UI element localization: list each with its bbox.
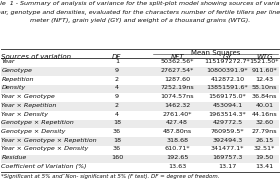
Text: Sources of variation: Sources of variation — [1, 54, 71, 60]
Text: 36.84ns: 36.84ns — [251, 94, 277, 99]
Bar — [1, 102, 279, 111]
Text: 318.68: 318.68 — [166, 138, 188, 143]
Text: 2: 2 — [115, 103, 119, 108]
Text: 392494.3: 392494.3 — [212, 138, 243, 143]
Text: 1569175.0*: 1569175.0* — [209, 94, 246, 99]
Text: 429772.5: 429772.5 — [213, 120, 242, 125]
Text: 427.48: 427.48 — [166, 120, 188, 125]
Text: 13.17: 13.17 — [218, 164, 237, 169]
Text: Genotype: Genotype — [1, 68, 32, 73]
Text: 192.65: 192.65 — [166, 155, 188, 160]
Text: Year × Genotype × Repetition: Year × Genotype × Repetition — [1, 138, 97, 143]
Bar — [1, 67, 279, 76]
Text: 13851591.6*: 13851591.6* — [207, 85, 248, 90]
Text: 4: 4 — [115, 85, 119, 90]
Text: 2: 2 — [115, 77, 119, 82]
Text: meter (NFT), grain yield (GY) and weight of a thousand grains (WTG).: meter (NFT), grain yield (GY) and weight… — [30, 18, 250, 23]
Text: NFT: NFT — [170, 54, 184, 60]
Bar — [1, 137, 279, 146]
Text: Mean Squares: Mean Squares — [191, 50, 240, 55]
Text: Year × Density: Year × Density — [1, 111, 48, 116]
Text: 44.16ns: 44.16ns — [251, 111, 277, 116]
Text: 453094.1: 453094.1 — [212, 103, 243, 108]
Text: 40.01: 40.01 — [255, 103, 273, 108]
Text: 27627.54*: 27627.54* — [160, 68, 194, 73]
Text: 4: 4 — [115, 111, 119, 116]
Text: Repetition: Repetition — [1, 77, 34, 82]
Text: Density: Density — [1, 85, 25, 90]
Text: 169757.3: 169757.3 — [212, 155, 243, 160]
Text: 13.63: 13.63 — [168, 164, 186, 169]
Text: 610.71*: 610.71* — [164, 147, 190, 151]
Text: 50362.56*: 50362.56* — [160, 59, 194, 64]
Text: 9: 9 — [115, 94, 119, 99]
Text: DF: DF — [112, 54, 122, 60]
Text: 1287.60: 1287.60 — [164, 77, 190, 82]
Text: 32.51*: 32.51* — [254, 147, 275, 151]
Text: 160: 160 — [111, 155, 123, 160]
Text: 412872.10: 412872.10 — [211, 77, 244, 82]
Text: 760959.5*: 760959.5* — [211, 129, 244, 134]
Text: 19.50: 19.50 — [255, 155, 274, 160]
Text: 487.80ns: 487.80ns — [162, 129, 192, 134]
Text: 12.43: 12.43 — [255, 77, 273, 82]
Bar — [1, 120, 279, 128]
Text: 9: 9 — [115, 68, 119, 73]
Text: WTG: WTG — [256, 54, 272, 60]
Text: 36: 36 — [113, 129, 121, 134]
Text: Year × Repetition: Year × Repetition — [1, 103, 57, 108]
Text: Genotype × Density: Genotype × Density — [1, 129, 66, 134]
Text: 1963514.3*: 1963514.3* — [209, 111, 246, 116]
Text: 341477.1*: 341477.1* — [211, 147, 244, 151]
Text: 18: 18 — [113, 138, 121, 143]
Text: Genotype × Repetition: Genotype × Repetition — [1, 120, 74, 125]
Text: 2761.40*: 2761.40* — [162, 111, 192, 116]
Text: 26.15: 26.15 — [255, 138, 274, 143]
Text: 10800391.9*: 10800391.9* — [207, 68, 248, 73]
Text: 27.79ns: 27.79ns — [251, 129, 277, 134]
Text: Year × Genotype × Density: Year × Genotype × Density — [1, 147, 89, 151]
Text: 13.41: 13.41 — [255, 164, 274, 169]
Text: 58.10ns: 58.10ns — [251, 85, 277, 90]
Text: GY: GY — [223, 54, 232, 60]
Text: Residue: Residue — [1, 155, 27, 160]
Text: Year: Year — [1, 59, 15, 64]
Text: 32.60: 32.60 — [255, 120, 273, 125]
Bar — [1, 155, 279, 163]
Text: 115197272.7*: 115197272.7* — [205, 59, 250, 64]
Text: 7252.19ns: 7252.19ns — [160, 85, 194, 90]
Text: 1: 1 — [115, 59, 119, 64]
Text: Coefficient of Variation (%): Coefficient of Variation (%) — [1, 164, 87, 169]
Text: 1462.32: 1462.32 — [164, 103, 190, 108]
Text: 1074.57ns: 1074.57ns — [160, 94, 194, 99]
Text: year, genotype and densities, evaluated for the characters number of fertile til: year, genotype and densities, evaluated … — [0, 10, 280, 15]
Text: 18: 18 — [113, 120, 121, 125]
Text: 911.60*: 911.60* — [251, 68, 277, 73]
Text: Table  1 - Summary of analysis of variance for the split-plot model showing sour: Table 1 - Summary of analysis of varianc… — [0, 1, 280, 6]
Text: 1521.50*: 1521.50* — [249, 59, 279, 64]
Text: 36: 36 — [113, 147, 121, 151]
Text: Year × Genotype: Year × Genotype — [1, 94, 55, 99]
Bar — [1, 85, 279, 93]
Text: *Significant at 5% and⁻Non- significant at 5% (F test). DF = degree of freedom.: *Significant at 5% and⁻Non- significant … — [1, 174, 220, 179]
